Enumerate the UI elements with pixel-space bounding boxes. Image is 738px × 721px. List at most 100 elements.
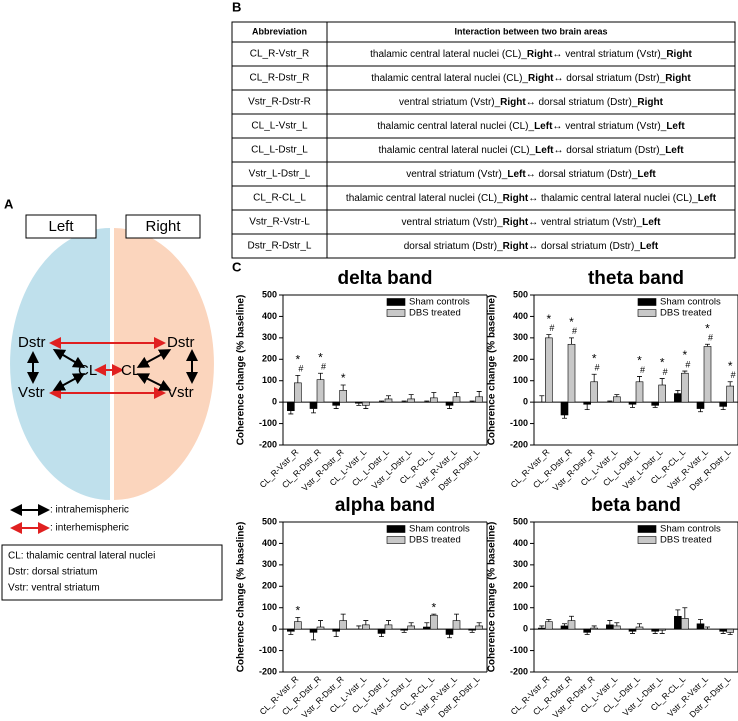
- table-cell: ventral striatum (Vstr)_Right↔ ventral s…: [402, 217, 662, 228]
- error-bar: [386, 620, 391, 625]
- y-tick-label: 300: [513, 332, 528, 342]
- error-bar: [584, 404, 590, 411]
- error-bar: [682, 370, 688, 374]
- side-a: Left: [534, 121, 553, 132]
- error-bar: [675, 609, 681, 617]
- error-bar: [727, 632, 733, 635]
- table-cell: thalamic central lateral nuclei (CL)_Rig…: [371, 73, 691, 84]
- node: CL: [78, 362, 97, 379]
- error-bar: [637, 376, 642, 382]
- area-a: dorsal striatum (Dstr)_: [404, 241, 503, 252]
- bar: [316, 379, 325, 403]
- significance-mark: #: [321, 362, 326, 372]
- y-tick-label: 0: [523, 624, 528, 634]
- area-a: thalamic central lateral nuclei (CL)_: [378, 145, 535, 156]
- y-tick-label: -200: [259, 439, 277, 449]
- bar: [362, 624, 370, 630]
- area-b: ventral striatum (Vstr)_: [565, 121, 667, 132]
- error-bar: [682, 607, 688, 619]
- bar: [407, 398, 415, 403]
- y-axis-label: Coherence change (% baseline): [236, 295, 247, 446]
- error-bar: [630, 631, 635, 634]
- legend-label: Sham controls: [409, 524, 470, 535]
- area-a: thalamic central lateral nuclei (CL)_: [377, 121, 534, 132]
- bar: [538, 627, 546, 630]
- significance-mark: *: [705, 321, 710, 335]
- arrow: ↔: [552, 49, 565, 60]
- area-b: thalamic central lateral nuclei (CL)_: [541, 193, 698, 204]
- error-bar: [607, 620, 613, 625]
- y-tick-label: 300: [262, 332, 277, 342]
- bar: [423, 626, 431, 630]
- bar: [583, 628, 591, 633]
- bar: [452, 396, 461, 403]
- bar: [309, 628, 318, 633]
- error-bar: [476, 622, 482, 626]
- area-b: dorsal striatum (Dstr)_: [566, 73, 665, 84]
- bar: [560, 401, 569, 416]
- bar: [719, 628, 727, 632]
- bar: [445, 401, 454, 406]
- y-tick-label: 300: [262, 559, 277, 569]
- y-tick-label: 500: [262, 289, 277, 299]
- error-bar: [363, 405, 369, 409]
- error-bar: [454, 392, 459, 397]
- y-tick-label: 0: [272, 397, 277, 407]
- bar: [590, 627, 598, 630]
- error-bar: [698, 619, 703, 624]
- bar: [567, 343, 576, 403]
- legend-label: Sham controls: [409, 297, 470, 308]
- error-bar: [720, 631, 726, 634]
- error-bar: [340, 613, 346, 621]
- node: CL: [121, 362, 140, 379]
- significance-mark: #: [595, 363, 600, 373]
- chart-title: beta band: [591, 495, 681, 516]
- error-bar: [546, 619, 552, 622]
- table-cell: CL_R-CL_L: [253, 193, 306, 204]
- significance-mark: #: [685, 359, 690, 369]
- y-tick-label: 0: [523, 397, 528, 407]
- error-bar: [431, 613, 437, 616]
- y-tick-label: -100: [259, 645, 277, 655]
- bar: [384, 398, 393, 403]
- error-bar: [591, 625, 597, 629]
- key-text: CL: thalamic central lateral nuclei: [8, 551, 155, 562]
- error-bar: [539, 395, 545, 403]
- bar: [583, 401, 591, 405]
- error-bar: [562, 623, 567, 626]
- area-b: dorsal striatum (Dstr)_: [566, 145, 665, 156]
- arrow: ↔: [526, 169, 539, 180]
- error-bar: [614, 622, 620, 626]
- bar: [452, 620, 461, 630]
- bar: [613, 625, 621, 630]
- error-bar: [311, 408, 316, 414]
- error-bar: [333, 405, 339, 409]
- area-b: dorsal striatum (Dstr)_: [539, 169, 638, 180]
- error-bar: [363, 620, 369, 625]
- area-a: ventral striatum (Vstr)_: [402, 217, 504, 228]
- significance-mark: *: [546, 312, 551, 326]
- y-tick-label: -100: [510, 645, 528, 655]
- y-tick-label: 400: [262, 538, 277, 548]
- error-bar: [727, 381, 733, 387]
- error-bar: [311, 632, 316, 641]
- error-bar: [356, 403, 362, 406]
- significance-mark: #: [663, 367, 668, 377]
- significance-mark: #: [731, 370, 736, 380]
- bar: [658, 384, 666, 403]
- y-tick-label: 500: [513, 516, 528, 526]
- y-tick-label: 100: [513, 602, 528, 612]
- bar: [430, 397, 438, 403]
- side-a: Right: [503, 193, 529, 204]
- significance-mark: *: [637, 354, 642, 368]
- bar: [628, 628, 637, 632]
- legend-swatch: [386, 298, 406, 306]
- right-label: Right: [145, 218, 181, 235]
- arrow: ↔: [528, 217, 541, 228]
- error-bar: [401, 630, 407, 633]
- error-bar: [424, 622, 430, 627]
- significance-mark: #: [549, 323, 554, 333]
- significance-mark: *: [660, 356, 665, 370]
- side-a: Right: [527, 49, 553, 60]
- table-cell: thalamic central lateral nuclei (CL)_ Rig…: [346, 193, 717, 204]
